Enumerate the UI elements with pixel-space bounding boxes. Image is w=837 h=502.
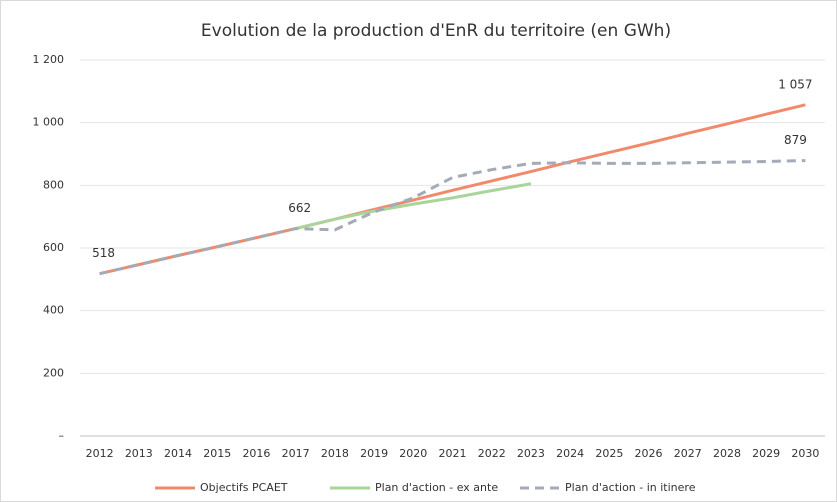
x-tick-label: 2023: [517, 447, 545, 460]
x-tick-label: 2014: [164, 447, 192, 460]
x-tick-label: 2022: [478, 447, 506, 460]
y-tick-label: 600: [43, 241, 64, 254]
x-tick-label: 2019: [360, 447, 388, 460]
x-tick-label: 2017: [282, 447, 310, 460]
x-tick-label: 2013: [125, 447, 153, 460]
x-tick-label: 2027: [674, 447, 702, 460]
x-tick-label: 2021: [439, 447, 467, 460]
x-tick-label: 2025: [595, 447, 623, 460]
x-tick-label: 2016: [242, 447, 270, 460]
series-line: [295, 182, 532, 231]
legend-label: Plan d'action - in itinere: [565, 481, 696, 494]
chart-title: Evolution de la production d'EnR du terr…: [201, 21, 671, 41]
data-label: 879: [784, 133, 807, 147]
data-label: 1 057: [778, 77, 812, 91]
legend-label: Plan d'action - ex ante: [375, 481, 498, 494]
x-tick-label: 2026: [635, 447, 663, 460]
data-label: 518: [92, 246, 115, 260]
x-tick-label: 2018: [321, 447, 349, 460]
x-tick-label: 2015: [203, 447, 231, 460]
x-tick-label: 2012: [86, 447, 114, 460]
y-tick-label: 1 000: [33, 116, 65, 129]
data-label: 662: [288, 201, 311, 215]
y-tick-label: 400: [43, 304, 64, 317]
x-tick-label: 2028: [713, 447, 741, 460]
x-tick-label: 2020: [399, 447, 427, 460]
x-tick-label: 2029: [752, 447, 780, 460]
y-tick-label: 200: [43, 366, 64, 379]
series-line: [99, 159, 806, 276]
y-tick-label: 800: [43, 178, 64, 191]
y-tick-label: 1 200: [33, 53, 65, 66]
x-tick-label: 2030: [791, 447, 819, 460]
y-tick-label: –: [59, 429, 65, 442]
x-tick-label: 2024: [556, 447, 584, 460]
legend-label: Objectifs PCAET: [200, 481, 288, 494]
